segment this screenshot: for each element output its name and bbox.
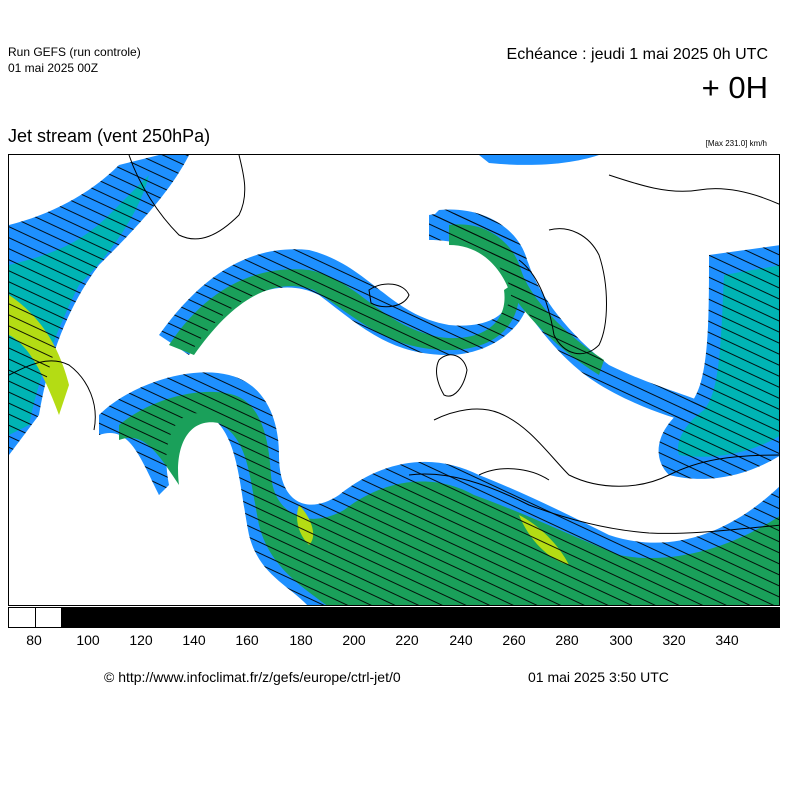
colorbar-tick-label: 100 [76,632,100,648]
colorbar-segment [392,608,449,627]
colorbar-segment [227,608,283,627]
colorbar-tick-label: 140 [182,632,206,648]
colorbar-segment [613,608,669,627]
north-africa-coast [408,473,779,534]
colorbar-segment [668,608,724,627]
colorbar-tick-labels: 80 100 120 140 160 180 200 220 240 260 280 300 320 34… [0,632,788,650]
run-title: Run GEFS (run controle) [8,45,141,59]
colorbar-tick-label: 340 [715,632,739,648]
scandinavia-coast [518,228,607,355]
colorbar-segment [558,608,614,627]
europe-coast [433,408,779,487]
colorbar-tick-label: 280 [555,632,579,648]
colorbar-tick-label: 220 [395,632,419,648]
colorbar-tick-label: 120 [129,632,153,648]
colorbar-segment [282,608,338,627]
colorbar-tick-label: 320 [662,632,686,648]
source-url: © http://www.infoclimat.fr/z/gefs/europe… [104,669,401,685]
colorbar-segment [503,608,559,627]
colorbar-segment [337,608,393,627]
russia-coast [608,174,779,205]
colorbar-tick-label: 260 [502,632,526,648]
map-canvas [9,155,779,605]
lead-time: + 0H [701,70,768,105]
mediterranean-coast [478,468,550,481]
colorbar-segment [117,608,173,627]
colorbar-tick-label: 240 [449,632,473,648]
colorbar-tick-label: 300 [609,632,633,648]
greenland-coast [128,155,246,240]
colorbar-tick-label: 180 [289,632,313,648]
iceland-coast [368,283,410,308]
colorbar-segment [9,608,36,627]
colorbar-tick-label: 200 [342,632,366,648]
north-america-coast [9,360,96,431]
coastlines [9,155,779,534]
colorbar-tick-label: 160 [235,632,259,648]
colorbar-segment [172,608,228,627]
colorbar-tick-label: 80 [26,632,42,648]
colorbar-segment [723,608,780,627]
wind-speed-colorbar [8,607,780,628]
generation-time: 01 mai 2025 3:50 UTC [528,669,669,685]
colorbar-segment [62,608,118,627]
forecast-valid-time: Echéance : jeudi 1 mai 2025 0h UTC [506,46,768,63]
run-date: 01 mai 2025 00Z [8,61,99,75]
jet-stream-map [8,154,780,606]
jet-band-north [479,155,599,165]
max-wind-note: [Max 231.0] km/h [705,139,767,148]
wind-bands [9,155,779,605]
colorbar-segment [36,608,62,627]
british-isles [436,354,468,397]
colorbar-segment [448,608,504,627]
map-title: Jet stream (vent 250hPa) [8,126,211,146]
